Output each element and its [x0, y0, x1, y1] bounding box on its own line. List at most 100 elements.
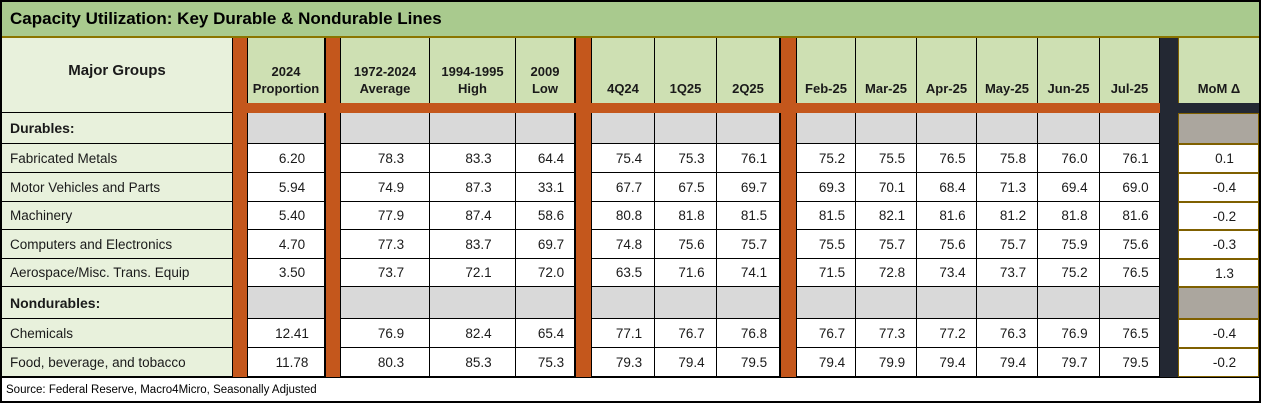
source-note: Source: Federal Reserve, Macro4Micro, Se… — [2, 377, 1259, 401]
data-cell: 81.6 — [917, 202, 977, 230]
data-cell: 75.3 — [516, 348, 575, 377]
data-cell: 76.3 — [977, 319, 1038, 348]
section-spacer-cell — [248, 113, 325, 144]
divider-orange — [232, 287, 248, 319]
column-header: Jul-25 — [1100, 38, 1160, 103]
table-grid: Major Groups 2024 Proportion 1972-2024 Ave… — [2, 38, 1259, 377]
data-cell: 80.3 — [341, 348, 430, 377]
divider-orange — [325, 319, 341, 348]
column-header-major-groups: Major Groups — [2, 38, 232, 103]
section-label: Nondurables: — [2, 287, 232, 319]
column-header-mom-delta: MoM Δ — [1178, 38, 1259, 103]
divider-black — [1160, 287, 1178, 319]
divider-orange — [232, 113, 248, 144]
divider-black — [1160, 173, 1178, 202]
section-spacer-cell — [655, 287, 717, 319]
data-cell: 63.5 — [592, 259, 655, 287]
mom-delta-cell: 0.1 — [1178, 144, 1259, 173]
data-cell: 76.9 — [341, 319, 430, 348]
section-spacer-cell — [592, 287, 655, 319]
column-header: Mar-25 — [856, 38, 917, 103]
data-cell: 76.5 — [1100, 319, 1160, 348]
divider-orange — [232, 202, 248, 230]
column-header: 2024 Proportion — [248, 38, 325, 103]
data-cell: 85.3 — [430, 348, 516, 377]
column-header: Apr-25 — [917, 38, 977, 103]
divider-orange — [780, 144, 797, 173]
data-cell: 76.8 — [717, 319, 780, 348]
data-cell: 79.4 — [797, 348, 856, 377]
header-band-orange — [232, 103, 1160, 113]
divider-orange — [575, 319, 592, 348]
divider-orange — [325, 259, 341, 287]
data-cell: 76.1 — [1100, 144, 1160, 173]
data-cell: 67.5 — [655, 173, 717, 202]
data-cell: 87.3 — [430, 173, 516, 202]
data-cell: 79.7 — [1038, 348, 1100, 377]
divider-black — [1160, 259, 1178, 287]
data-cell: 76.9 — [1038, 319, 1100, 348]
column-header: 1Q25 — [655, 38, 717, 103]
row-label: Chemicals — [2, 319, 232, 348]
section-spacer-cell — [856, 113, 917, 144]
mom-delta-cell: -0.4 — [1178, 319, 1259, 348]
data-cell: 4.70 — [248, 230, 325, 259]
data-cell: 5.94 — [248, 173, 325, 202]
data-cell: 79.9 — [856, 348, 917, 377]
data-cell: 74.1 — [717, 259, 780, 287]
page-title: Capacity Utilization: Key Durable & Nond… — [2, 2, 1259, 38]
mom-delta-cell: -0.2 — [1178, 348, 1259, 377]
section-spacer-cell — [717, 287, 780, 319]
data-cell: 80.8 — [592, 202, 655, 230]
data-cell: 73.7 — [341, 259, 430, 287]
section-spacer-cell — [977, 287, 1038, 319]
divider-orange — [575, 202, 592, 230]
section-spacer-mom-cell — [1178, 287, 1259, 319]
data-cell: 69.3 — [797, 173, 856, 202]
data-cell: 81.5 — [797, 202, 856, 230]
data-cell: 75.4 — [592, 144, 655, 173]
data-cell: 71.5 — [797, 259, 856, 287]
data-cell: 76.5 — [917, 144, 977, 173]
column-header: 1972-2024 Average — [341, 38, 430, 103]
data-cell: 75.2 — [1038, 259, 1100, 287]
data-cell: 81.2 — [977, 202, 1038, 230]
data-cell: 65.4 — [516, 319, 575, 348]
data-cell: 77.1 — [592, 319, 655, 348]
data-cell: 75.6 — [917, 230, 977, 259]
divider-orange — [575, 348, 592, 377]
column-header: 4Q24 — [592, 38, 655, 103]
data-cell: 67.7 — [592, 173, 655, 202]
divider-orange — [575, 173, 592, 202]
divider-black — [1160, 202, 1178, 230]
data-cell: 78.3 — [341, 144, 430, 173]
data-cell: 81.6 — [1100, 202, 1160, 230]
divider-orange — [325, 230, 341, 259]
section-spacer-cell — [917, 113, 977, 144]
header-band-left — [2, 103, 232, 113]
section-spacer-cell — [1100, 113, 1160, 144]
divider-orange — [325, 38, 341, 103]
divider-orange — [232, 348, 248, 377]
data-cell: 75.8 — [977, 144, 1038, 173]
data-cell: 5.40 — [248, 202, 325, 230]
divider-orange — [575, 259, 592, 287]
data-cell: 69.7 — [717, 173, 780, 202]
divider-orange — [780, 113, 797, 144]
divider-black — [1160, 230, 1178, 259]
section-spacer-cell — [717, 113, 780, 144]
data-cell: 75.7 — [717, 230, 780, 259]
column-header: 2009 Low — [516, 38, 575, 103]
column-header: Jun-25 — [1038, 38, 1100, 103]
data-cell: 74.8 — [592, 230, 655, 259]
divider-black — [1160, 38, 1178, 103]
data-cell: 69.0 — [1100, 173, 1160, 202]
data-cell: 77.3 — [341, 230, 430, 259]
divider-orange — [575, 230, 592, 259]
section-spacer-cell — [516, 287, 575, 319]
column-header: 1994-1995 High — [430, 38, 516, 103]
data-cell: 75.5 — [856, 144, 917, 173]
divider-orange — [232, 144, 248, 173]
divider-orange — [325, 113, 341, 144]
data-cell: 33.1 — [516, 173, 575, 202]
